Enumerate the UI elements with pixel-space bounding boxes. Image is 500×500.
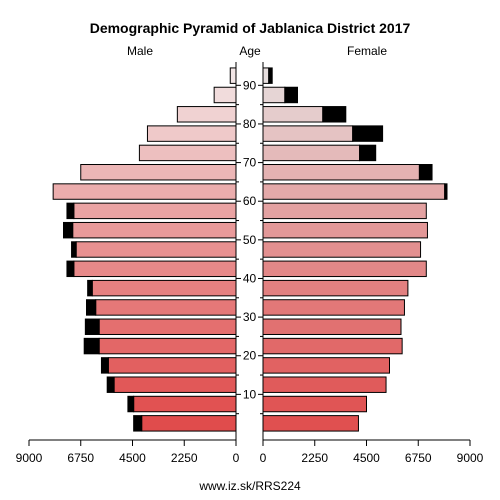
male-excess-bar-40-44 [66,260,75,278]
male-x-tick-label: 9000 [16,451,43,465]
female-bar-40-44 [262,260,427,278]
female-bar-65-69 [262,164,420,181]
male-bar-70-74 [138,144,237,162]
male-excess-bar-30-34 [86,299,97,316]
male-excess-bar-50-54 [63,221,74,239]
male-bar-85-89 [213,86,237,104]
female-bar-35-39 [262,279,409,297]
male-header: Male [127,44,153,58]
age-tick-label: 10 [243,387,257,401]
female-bar-20-24 [262,337,403,355]
female-bar-5-9 [262,395,367,413]
male-bar-90-94 [229,67,237,84]
female-excess-bar-80-84 [322,106,347,123]
female-bar-0-4 [262,415,359,432]
male-bar-15-19 [107,357,237,374]
age-tick-label: 50 [243,233,257,247]
male-excess-bar-0-4 [133,415,143,432]
age-tick-label: 20 [243,349,257,363]
female-bar-90-94 [262,67,270,84]
age-tick-label: 30 [243,310,257,324]
female-x-tick-label: 4500 [353,451,380,465]
male-bar-40-44 [73,260,237,278]
chart-title: Demographic Pyramid of Jablanica Distric… [90,20,411,36]
male-excess-bar-45-49 [71,241,77,258]
male-bar-0-4 [141,415,237,432]
male-x-tick-label: 4500 [119,451,146,465]
male-excess-bar-10-14 [106,376,115,393]
female-excess-bar-65-69 [418,164,433,181]
female-bar-85-89 [262,86,286,104]
female-x-tick-label: 0 [260,451,267,465]
female-excess-bar-85-89 [284,86,299,104]
male-bar-65-69 [80,164,237,181]
male-excess-bar-15-19 [100,357,109,374]
male-excess-bar-5-9 [127,395,135,413]
female-x-tick-label: 2250 [301,451,328,465]
male-x-tick-label: 2250 [171,451,198,465]
male-bar-55-59 [73,202,237,220]
male-bar-30-34 [95,299,237,316]
female-excess-bar-70-74 [359,144,377,162]
female-bar-75-79 [262,125,354,142]
male-bar-5-9 [133,395,237,413]
male-bar-45-49 [75,241,237,258]
female-bar-30-34 [262,299,405,316]
female-bar-60-64 [262,183,446,200]
axes-group: 9000 6750 4500 2250 0 0 2250 4500 6750 9000 90 80 70… [16,62,484,465]
female-header: Female [347,44,387,58]
age-tick-label: 60 [243,194,257,208]
male-excess-bar-35-39 [87,279,93,297]
male-excess-bar-25-29 [84,318,100,335]
footer-url: www.iz.sk/RRS224 [198,479,301,493]
bars-group [52,67,448,432]
female-bar-80-84 [262,106,324,123]
male-bar-75-79 [146,125,237,142]
female-bar-25-29 [262,318,402,335]
female-excess-bar-60-64 [444,183,448,200]
age-header: Age [239,44,261,58]
female-bar-50-54 [262,221,428,239]
male-x-tick-label: 0 [233,451,240,465]
female-x-tick-label: 6750 [405,451,432,465]
male-bar-20-24 [98,337,237,355]
age-tick-label: 80 [243,117,257,131]
female-x-tick-label: 9000 [457,451,484,465]
male-bar-50-54 [72,221,237,239]
female-excess-bar-90-94 [268,67,273,84]
male-x-tick-label: 6750 [67,451,94,465]
male-bar-35-39 [91,279,237,297]
male-bar-10-14 [113,376,237,393]
female-bar-55-59 [262,202,427,220]
age-tick-label: 40 [243,271,257,285]
male-bar-25-29 [98,318,237,335]
age-tick-label: 70 [243,156,257,170]
male-bar-60-64 [52,183,237,200]
female-bar-45-49 [262,241,422,258]
female-excess-bar-75-79 [352,125,384,142]
male-bar-80-84 [176,106,237,123]
female-bar-70-74 [262,144,361,162]
age-tick-label: 90 [243,78,257,92]
female-bar-10-14 [262,376,387,393]
male-excess-bar-55-59 [66,202,75,220]
female-bar-15-19 [262,357,390,374]
male-excess-bar-20-24 [83,337,100,355]
